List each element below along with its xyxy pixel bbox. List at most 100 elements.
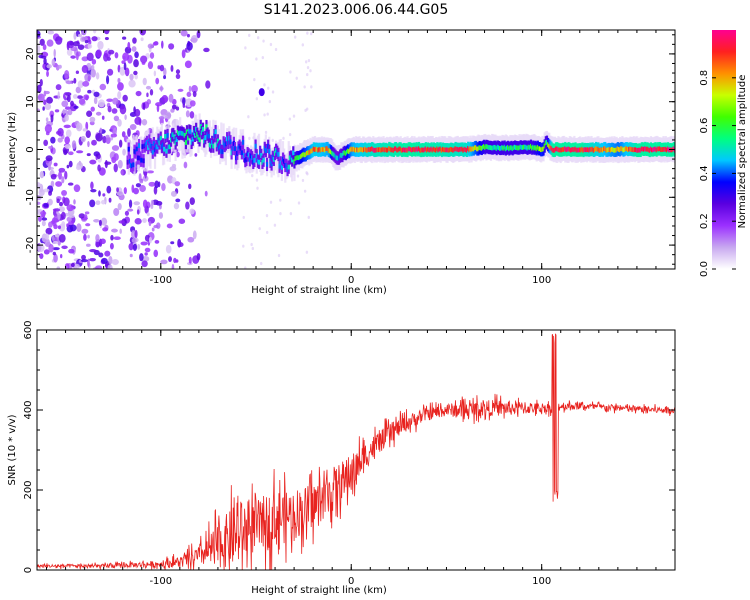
ridge-core bbox=[281, 156, 285, 162]
ridge-core bbox=[468, 147, 471, 153]
ridge-core bbox=[481, 144, 485, 150]
noise-speckle bbox=[102, 227, 109, 232]
ridge-core bbox=[508, 146, 511, 152]
noise-speckle bbox=[65, 80, 73, 85]
noise-speckle bbox=[111, 145, 120, 151]
ridge-core bbox=[385, 147, 389, 153]
ridge-core bbox=[132, 162, 135, 168]
ridge-core bbox=[659, 146, 662, 152]
noise-speckle bbox=[38, 215, 42, 222]
ridge-core bbox=[144, 142, 147, 147]
ridge-core bbox=[261, 159, 264, 165]
noise-speckle bbox=[68, 248, 75, 254]
ridge-core bbox=[204, 135, 207, 140]
ridge-halo bbox=[149, 143, 152, 169]
ridge-core bbox=[476, 146, 479, 152]
noise-speckle bbox=[61, 100, 69, 108]
noise-speckle bbox=[50, 136, 56, 144]
noise-speckle bbox=[56, 266, 61, 269]
noise-speckle bbox=[93, 219, 100, 223]
noise-speckle bbox=[146, 212, 150, 217]
ridge-halo bbox=[181, 133, 184, 159]
ridge-core bbox=[183, 132, 186, 138]
ridge-core bbox=[388, 146, 391, 151]
noise-speckle bbox=[192, 90, 197, 98]
ridge-core bbox=[350, 146, 353, 152]
noise-speckle bbox=[39, 78, 43, 87]
ridge-core bbox=[257, 159, 261, 165]
ridge-core bbox=[169, 137, 173, 143]
ridge-halo bbox=[183, 133, 186, 159]
noise-speckle bbox=[90, 69, 94, 77]
ridge-core bbox=[384, 147, 387, 152]
noise-speckle bbox=[87, 43, 93, 49]
ridge-core bbox=[173, 134, 176, 140]
ridge-halo bbox=[231, 128, 234, 154]
ridge-core bbox=[524, 144, 527, 150]
ridge-halo bbox=[185, 127, 189, 153]
noise-speckle bbox=[70, 100, 74, 107]
noise-speckle bbox=[63, 197, 70, 207]
noise-speckle bbox=[269, 200, 273, 204]
noise-speckle bbox=[73, 263, 80, 269]
ridge-core bbox=[325, 146, 328, 152]
noise-speckle bbox=[107, 105, 112, 113]
ridge-core bbox=[237, 145, 240, 151]
ridge-core bbox=[224, 141, 227, 147]
ridge-core bbox=[653, 146, 656, 152]
ridge-core bbox=[401, 147, 405, 153]
noise-speckle bbox=[145, 85, 152, 90]
noise-speckle bbox=[99, 83, 107, 91]
ridge-halo bbox=[291, 156, 294, 182]
ridge-core bbox=[180, 130, 183, 136]
ridge-core bbox=[243, 153, 246, 159]
noise-speckle bbox=[104, 160, 108, 169]
noise-speckle bbox=[244, 46, 247, 50]
noise-speckle bbox=[140, 37, 144, 42]
ridge-core bbox=[568, 147, 571, 152]
noise-speckle bbox=[159, 64, 165, 72]
ridge-core bbox=[265, 161, 269, 167]
noise-speckle bbox=[57, 127, 64, 137]
noise-speckle bbox=[268, 99, 272, 104]
noise-speckle bbox=[147, 61, 154, 70]
noise-speckle bbox=[175, 69, 181, 75]
ridge-core bbox=[471, 146, 474, 152]
noise-speckle bbox=[310, 85, 313, 89]
noise-speckle bbox=[58, 234, 66, 243]
ridge-core bbox=[549, 144, 552, 150]
ridge-core bbox=[361, 147, 365, 153]
ridge-core bbox=[357, 147, 360, 153]
ridge-halo bbox=[220, 122, 223, 148]
ridge-core bbox=[652, 147, 655, 153]
noise-speckle bbox=[265, 214, 269, 218]
noise-speckle bbox=[54, 109, 60, 113]
noise-speckle bbox=[46, 70, 49, 77]
ridge-core bbox=[484, 145, 487, 151]
noise-speckle bbox=[52, 208, 61, 212]
noise-speckle bbox=[247, 115, 250, 119]
noise-speckle bbox=[84, 40, 89, 44]
ridge-core bbox=[605, 147, 608, 153]
ridge-core bbox=[328, 148, 331, 154]
ridge-halo bbox=[259, 147, 262, 172]
noise-speckle bbox=[64, 114, 69, 122]
noise-speckle bbox=[173, 202, 180, 210]
ridge-core bbox=[137, 143, 141, 149]
noise-speckle bbox=[93, 91, 100, 98]
noise-speckle bbox=[255, 57, 258, 61]
ridge-core bbox=[189, 129, 192, 135]
ridge-core bbox=[216, 138, 219, 144]
ridge-core bbox=[364, 146, 367, 152]
noise-speckle bbox=[63, 124, 71, 129]
noise-speckle bbox=[87, 89, 92, 94]
noise-speckle bbox=[128, 79, 136, 88]
noise-speckle bbox=[149, 52, 155, 59]
noise-speckle bbox=[61, 221, 66, 228]
ridge-core bbox=[239, 145, 242, 151]
ridge-core bbox=[196, 131, 199, 137]
ridge-halo bbox=[279, 138, 282, 164]
noise-speckle bbox=[289, 212, 293, 216]
noise-speckle bbox=[96, 153, 101, 160]
ridge-halo bbox=[204, 132, 207, 157]
